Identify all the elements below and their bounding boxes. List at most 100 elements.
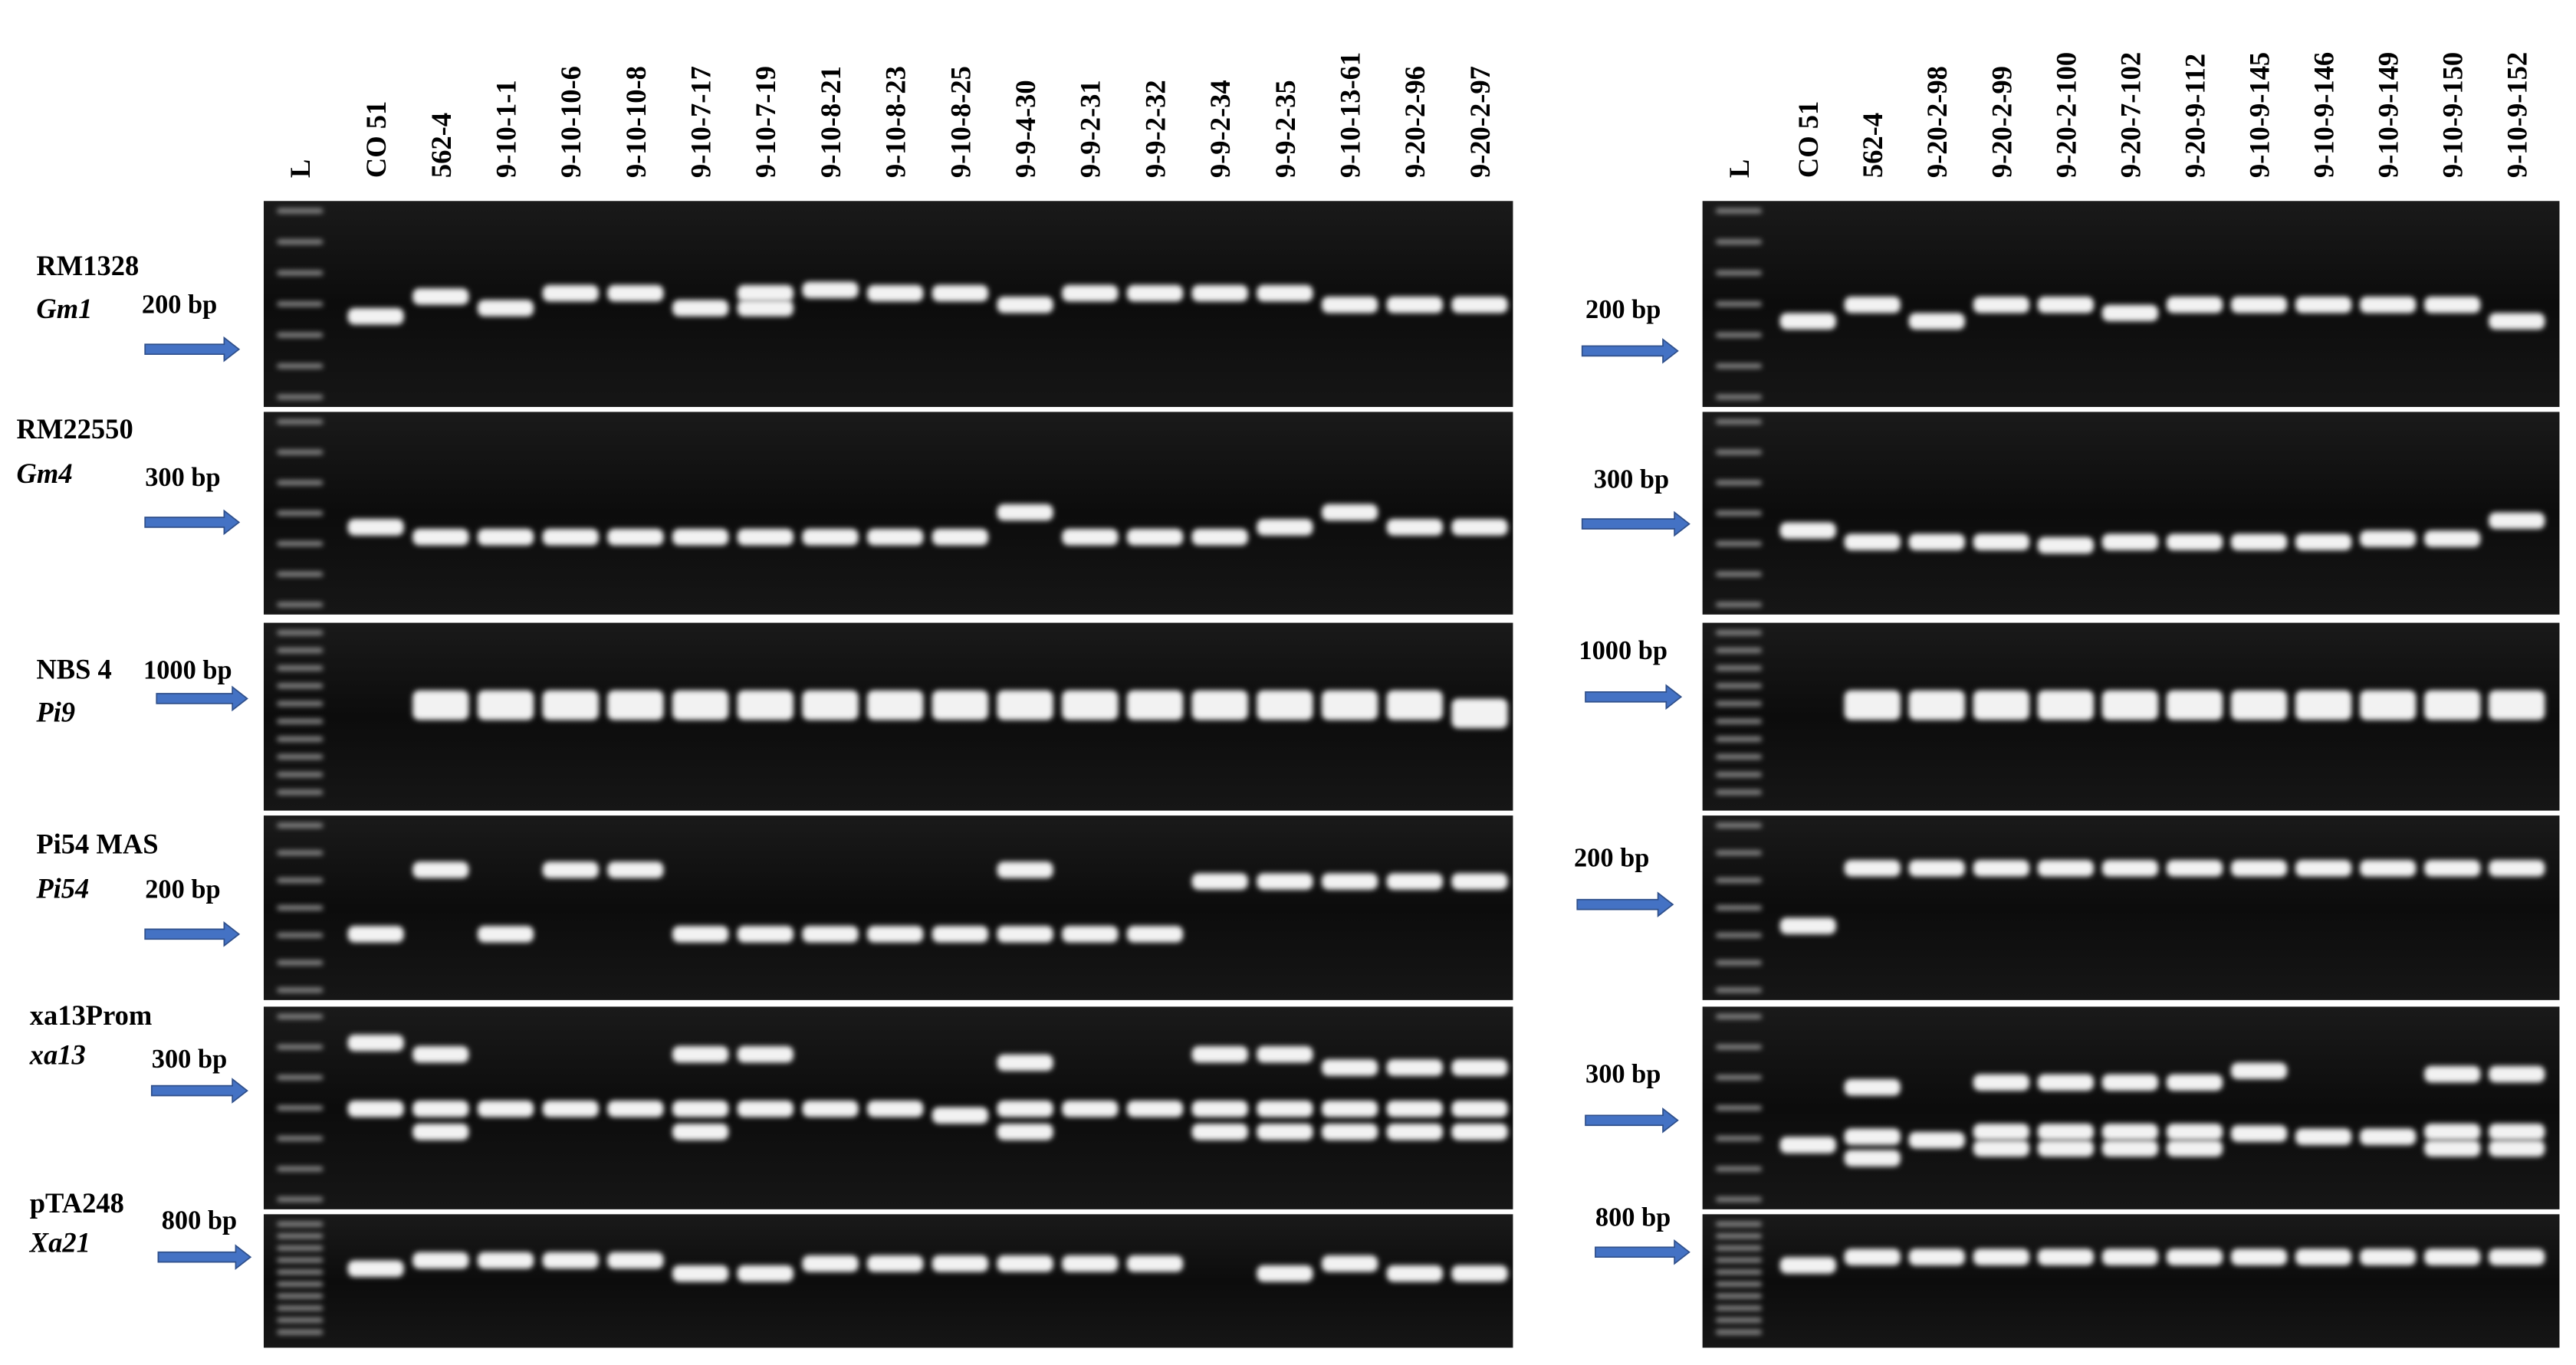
- ladder-band: [1715, 602, 1763, 608]
- band: [542, 690, 599, 720]
- band: [2101, 860, 2159, 877]
- ladder-band: [1715, 301, 1763, 307]
- band: [2489, 1124, 2545, 1140]
- band: [1973, 860, 2029, 877]
- arrow: [1585, 1107, 1679, 1134]
- ladder-band: [1715, 850, 1763, 856]
- ladder-band: [277, 718, 324, 724]
- band: [672, 1046, 729, 1063]
- band: [1322, 1255, 1378, 1272]
- band: [478, 690, 534, 720]
- band: [2489, 690, 2545, 720]
- ladder-band: [1715, 449, 1763, 455]
- band: [2295, 533, 2352, 550]
- ladder-band: [1715, 270, 1763, 276]
- gene-name: Gm4: [17, 458, 73, 489]
- ladder-band: [1715, 1196, 1763, 1203]
- arrow: [150, 1078, 248, 1104]
- band: [2037, 296, 2094, 313]
- band: [1322, 504, 1378, 521]
- band: [672, 529, 729, 546]
- band: [932, 284, 988, 302]
- band: [2101, 1124, 2159, 1140]
- band: [1126, 690, 1184, 720]
- band: [1779, 313, 1836, 330]
- band: [347, 307, 404, 325]
- ladder-band: [277, 701, 324, 707]
- band: [1844, 1249, 1901, 1265]
- ladder-band: [1715, 1166, 1763, 1172]
- band: [1126, 529, 1184, 546]
- band: [412, 529, 469, 546]
- band: [2489, 860, 2545, 877]
- size-label: 1000 bp: [143, 656, 232, 685]
- band: [2295, 690, 2352, 720]
- arrow: [157, 1244, 252, 1271]
- band: [2424, 860, 2481, 877]
- band: [1451, 698, 1508, 729]
- band: [1322, 690, 1378, 720]
- lane-label: 9-20-2-96: [1399, 66, 1431, 178]
- band: [672, 1124, 729, 1140]
- band: [2231, 860, 2288, 877]
- ladder-band: [277, 1105, 324, 1111]
- arrow: [1585, 684, 1683, 710]
- band: [542, 1252, 599, 1269]
- ladder-band: [277, 480, 324, 486]
- band: [2424, 1065, 2481, 1083]
- band: [802, 1100, 859, 1117]
- band: [997, 926, 1053, 943]
- gel-image: [263, 1214, 1513, 1348]
- band: [2424, 1249, 2481, 1265]
- band: [478, 529, 534, 546]
- band: [2360, 690, 2417, 720]
- band: [2166, 296, 2223, 313]
- band: [1257, 519, 1313, 536]
- band: [1451, 1100, 1508, 1117]
- band: [542, 1100, 599, 1117]
- lane-label: 9-9-2-31: [1075, 80, 1106, 178]
- ladder-band: [1715, 1317, 1763, 1323]
- ladder-band: [1715, 208, 1763, 214]
- band: [1844, 1128, 1901, 1146]
- ladder-band: [1715, 933, 1763, 938]
- lane-label: 9-9-4-30: [1010, 80, 1041, 178]
- ladder-band: [277, 1317, 324, 1323]
- band: [1451, 1265, 1508, 1282]
- lane-label: 9-10-9-145: [2243, 52, 2275, 178]
- ladder-band: [277, 754, 324, 760]
- band: [1779, 1137, 1836, 1153]
- band: [2101, 1074, 2159, 1091]
- lane-label: 9-20-2-98: [1921, 66, 1953, 178]
- arrow: [144, 336, 241, 363]
- band: [867, 1100, 924, 1117]
- band: [1386, 296, 1443, 313]
- band: [1386, 1265, 1443, 1282]
- ladder-band: [277, 363, 324, 369]
- band: [607, 690, 664, 720]
- band: [1386, 1124, 1443, 1140]
- ladder-band: [277, 239, 324, 244]
- lane-label: 9-10-13-61: [1335, 52, 1366, 178]
- band: [1126, 926, 1184, 943]
- ladder-band: [277, 1166, 324, 1172]
- band: [1257, 1046, 1313, 1063]
- band: [1908, 690, 1965, 720]
- arrow: [1595, 1239, 1691, 1265]
- band: [1386, 873, 1443, 890]
- ladder-band: [1715, 754, 1763, 760]
- band: [932, 1255, 988, 1272]
- band: [2166, 860, 2223, 877]
- gel-image: [263, 815, 1513, 1000]
- band: [1386, 1100, 1443, 1117]
- ladder-band: [277, 683, 324, 689]
- ladder-band: [1715, 772, 1763, 777]
- band: [2360, 296, 2417, 313]
- band: [1908, 533, 1965, 550]
- band: [412, 1100, 469, 1117]
- ladder-band: [1715, 737, 1763, 742]
- ladder-band: [277, 1221, 324, 1227]
- band: [932, 926, 988, 943]
- band: [1451, 1124, 1508, 1140]
- ladder-band: [1715, 701, 1763, 707]
